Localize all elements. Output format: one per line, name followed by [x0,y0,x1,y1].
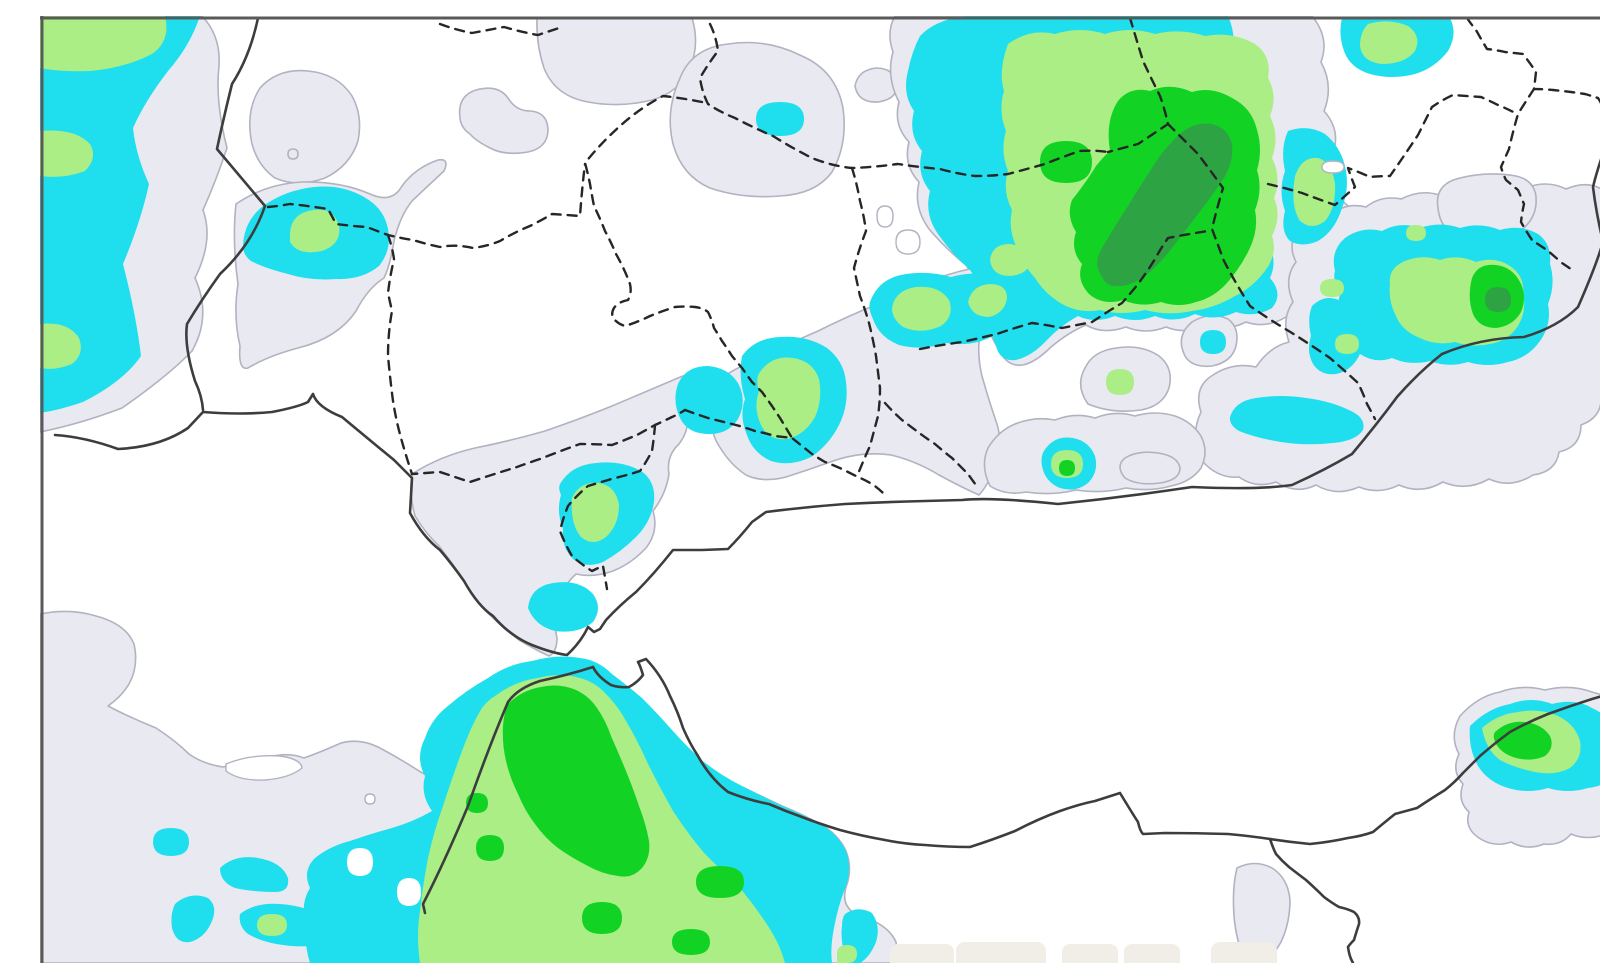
moderate-dot-murcia-1 [1335,334,1359,354]
moderate-core-rif-d [257,914,287,936]
moderate-core-malaga-a [892,287,951,331]
white-ring-1 [877,206,893,227]
white-ring-2 [896,230,920,254]
heavy-blob-morocco-3 [672,929,710,955]
heavy-dot-coast-granada [1059,460,1075,476]
watermark-blob-2 [956,942,1046,963]
moderate-dot-ring-a [1106,369,1134,395]
map-canvas [40,16,1600,963]
light-dot-rif-a [153,828,189,856]
trace-patch-top-a [537,18,696,105]
heavy-dot-morocco-5 [476,835,504,861]
heavy-dot-big-system [1040,141,1092,183]
heavy-blob-morocco-2 [696,866,744,898]
precipitation-map [40,16,1600,963]
moderate-dot-murcia-2 [1320,279,1344,297]
trace-area-badajoz [250,71,360,183]
white-ring-3 [1322,161,1344,173]
watermark-blob-5 [1211,942,1277,963]
trace-blob-coast-small [1120,452,1180,484]
white-hole-morocco-1 [347,848,373,876]
light-dot-ring-b [1200,330,1226,354]
white-hole-morocco-2 [397,878,421,906]
heavy-blob-morocco-1 [582,902,622,934]
moderate-tail-morocco-east [837,945,857,963]
white-ring-4 [365,794,375,804]
intense-core-murcia [1485,287,1511,312]
trace-strip-almeria-coast [984,413,1205,494]
trace-dot-small [288,149,298,159]
moderate-dot-murcia-3 [1406,225,1426,241]
